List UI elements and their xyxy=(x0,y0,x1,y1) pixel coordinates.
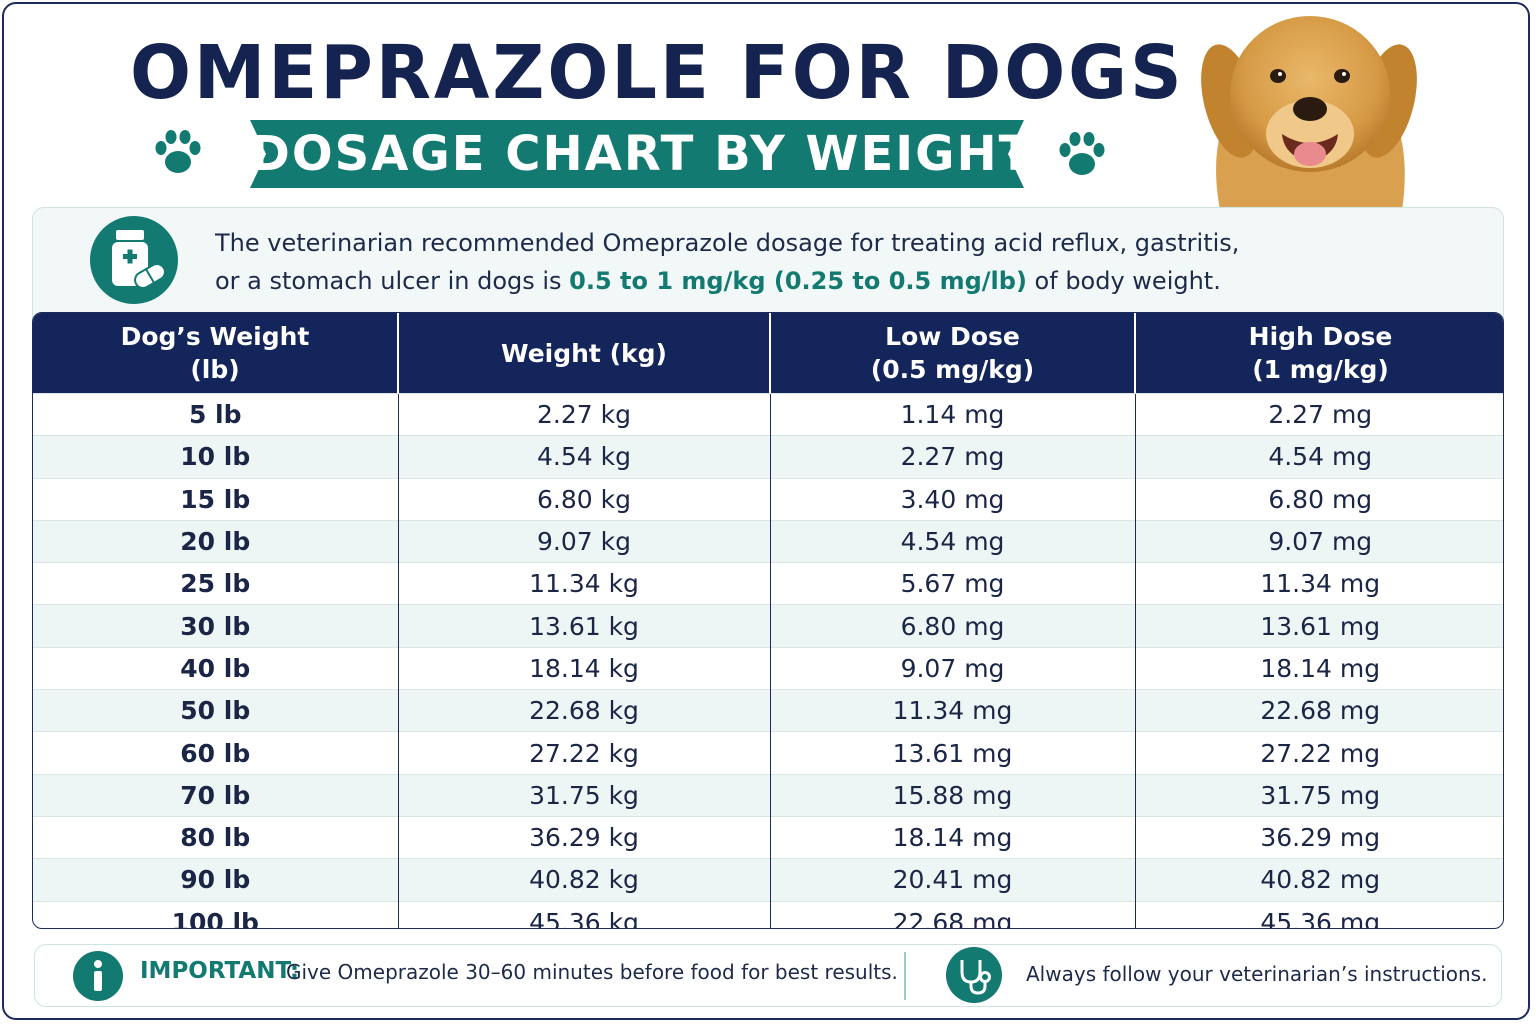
weight-kg-cell: 13.61 kg xyxy=(398,604,771,648)
weight-kg-cell: 6.80 kg xyxy=(398,477,771,521)
high-dose-cell: 22.68 mg xyxy=(1135,689,1503,732)
low-dose-cell: 1.14 mg xyxy=(770,392,1136,436)
important-text: Give Omeprazole 30–60 minutes before foo… xyxy=(286,960,898,984)
weight-lb-cell: 90 lb xyxy=(33,858,399,902)
high-dose-cell: 31.75 mg xyxy=(1135,773,1503,817)
high-dose-cell: 9.07 mg xyxy=(1135,519,1503,563)
table-row: 100 lb 45.36 kg 22.68 mg 45.36 mg xyxy=(33,900,1503,928)
high-dose-cell: 4.54 mg xyxy=(1135,435,1503,479)
dosage-highlight: 0.5 to 1 mg/kg (0.25 to 0.5 mg/lb) xyxy=(569,267,1027,295)
weight-kg-cell: 40.82 kg xyxy=(398,858,771,902)
low-dose-cell: 4.54 mg xyxy=(770,519,1136,563)
table-row: 40 lb 18.14 kg 9.07 mg 18.14 mg xyxy=(33,646,1503,690)
low-dose-cell: 20.41 mg xyxy=(770,858,1136,902)
weight-lb-cell: 15 lb xyxy=(33,477,399,521)
weight-lb-cell: 10 lb xyxy=(33,435,399,479)
table-row: 30 lb 13.61 kg 6.80 mg 13.61 mg xyxy=(33,604,1503,648)
low-dose-cell: 22.68 mg xyxy=(770,900,1136,928)
info-line-1: The veterinarian recommended Omeprazole … xyxy=(215,229,1240,257)
weight-kg-cell: 9.07 kg xyxy=(398,519,771,563)
low-dose-cell: 11.34 mg xyxy=(770,689,1136,732)
dosage-table: Dog’s Weight (lb) Weight (kg) Low Dose (0.… xyxy=(32,312,1504,929)
info-line-2-post: of body weight. xyxy=(1026,267,1221,295)
high-dose-cell: 27.22 mg xyxy=(1135,731,1503,775)
subtitle-ribbon: DOSAGE CHART BY WEIGHT xyxy=(250,120,1034,188)
weight-kg-cell: 18.14 kg xyxy=(398,646,771,690)
weight-lb-cell: 25 lb xyxy=(33,562,399,605)
header-line: (lb) xyxy=(190,355,240,384)
low-dose-cell: 5.67 mg xyxy=(770,562,1136,605)
weight-lb-cell: 100 lb xyxy=(33,900,399,928)
header-line: Low Dose xyxy=(885,322,1020,351)
low-dose-cell: 18.14 mg xyxy=(770,815,1136,859)
header-low-dose: Low Dose (0.5 mg/kg) xyxy=(770,313,1136,394)
header-line: High Dose xyxy=(1248,322,1393,351)
weight-kg-cell: 22.68 kg xyxy=(398,689,771,732)
table-row: 90 lb 40.82 kg 20.41 mg 40.82 mg xyxy=(33,858,1503,902)
weight-kg-cell: 27.22 kg xyxy=(398,731,771,775)
page-subtitle: DOSAGE CHART BY WEIGHT xyxy=(250,126,1034,182)
header-line: (0.5 mg/kg) xyxy=(870,355,1035,384)
header-line: Weight (kg) xyxy=(501,338,667,368)
high-dose-cell: 45.36 mg xyxy=(1135,900,1503,928)
golden-retriever-photo xyxy=(1201,16,1417,210)
medicine-bottle-pill-icon xyxy=(90,216,178,304)
paw-icon xyxy=(155,130,201,173)
header-weight-lb: Dog’s Weight (lb) xyxy=(33,313,399,394)
weight-lb-cell: 80 lb xyxy=(33,815,399,859)
header-line: Dog’s Weight xyxy=(120,322,310,351)
low-dose-cell: 9.07 mg xyxy=(770,646,1136,690)
low-dose-cell: 13.61 mg xyxy=(770,731,1136,775)
weight-lb-cell: 50 lb xyxy=(33,689,399,732)
weight-kg-cell: 4.54 kg xyxy=(398,435,771,479)
footer-divider xyxy=(904,952,906,1000)
table-row: 20 lb 9.07 kg 4.54 mg 9.07 mg xyxy=(33,519,1503,563)
high-dose-cell: 11.34 mg xyxy=(1135,562,1503,605)
dosage-info-text: The veterinarian recommended Omeprazole … xyxy=(215,224,1315,300)
weight-kg-cell: 2.27 kg xyxy=(398,392,771,436)
page-title: OMEPRAZOLE FOR DOGS xyxy=(130,30,1185,116)
low-dose-cell: 3.40 mg xyxy=(770,477,1136,521)
high-dose-cell: 13.61 mg xyxy=(1135,604,1503,648)
high-dose-cell: 2.27 mg xyxy=(1135,392,1503,436)
table-row: 25 lb 11.34 kg 5.67 mg 11.34 mg xyxy=(33,562,1503,605)
table-row: 10 lb 4.54 kg 2.27 mg 4.54 mg xyxy=(33,435,1503,479)
info-icon xyxy=(73,951,123,1001)
weight-lb-cell: 40 lb xyxy=(33,646,399,690)
table-row: 15 lb 6.80 kg 3.40 mg 6.80 mg xyxy=(33,477,1503,521)
important-label: IMPORTANT: xyxy=(140,958,300,984)
weight-kg-cell: 36.29 kg xyxy=(398,815,771,859)
weight-kg-cell: 45.36 kg xyxy=(398,900,771,928)
high-dose-cell: 40.82 mg xyxy=(1135,858,1503,902)
high-dose-cell: 18.14 mg xyxy=(1135,646,1503,690)
high-dose-cell: 36.29 mg xyxy=(1135,815,1503,859)
weight-lb-cell: 60 lb xyxy=(33,731,399,775)
low-dose-cell: 2.27 mg xyxy=(770,435,1136,479)
header-high-dose: High Dose (1 mg/kg) xyxy=(1135,313,1503,394)
high-dose-cell: 6.80 mg xyxy=(1135,477,1503,521)
weight-lb-cell: 5 lb xyxy=(33,392,399,436)
table-row: 80 lb 36.29 kg 18.14 mg 36.29 mg xyxy=(33,815,1503,859)
header-line: (1 mg/kg) xyxy=(1252,355,1389,384)
footer-note-box xyxy=(34,944,1502,1007)
paw-icon xyxy=(1059,132,1105,175)
weight-kg-cell: 11.34 kg xyxy=(398,562,771,605)
low-dose-cell: 15.88 mg xyxy=(770,773,1136,817)
weight-lb-cell: 30 lb xyxy=(33,604,399,648)
vet-instructions-text: Always follow your veterinarian’s instru… xyxy=(1026,962,1488,986)
table-header-row: Dog’s Weight (lb) Weight (kg) Low Dose (0.… xyxy=(33,313,1503,394)
table-row: 50 lb 22.68 kg 11.34 mg 22.68 mg xyxy=(33,689,1503,732)
low-dose-cell: 6.80 mg xyxy=(770,604,1136,648)
info-line-2: or a stomach ulcer in dogs is 0.5 to 1 m… xyxy=(215,262,1315,300)
table-row: 60 lb 27.22 kg 13.61 mg 27.22 mg xyxy=(33,731,1503,775)
table-row: 5 lb 2.27 kg 1.14 mg 2.27 mg xyxy=(33,392,1503,436)
stethoscope-icon xyxy=(946,947,1002,1003)
table-row: 70 lb 31.75 kg 15.88 mg 31.75 mg xyxy=(33,773,1503,817)
header-weight-kg: Weight (kg) xyxy=(398,313,771,394)
weight-lb-cell: 70 lb xyxy=(33,773,399,817)
weight-lb-cell: 20 lb xyxy=(33,519,399,563)
info-line-2-pre: or a stomach ulcer in dogs is xyxy=(215,267,570,295)
weight-kg-cell: 31.75 kg xyxy=(398,773,771,817)
